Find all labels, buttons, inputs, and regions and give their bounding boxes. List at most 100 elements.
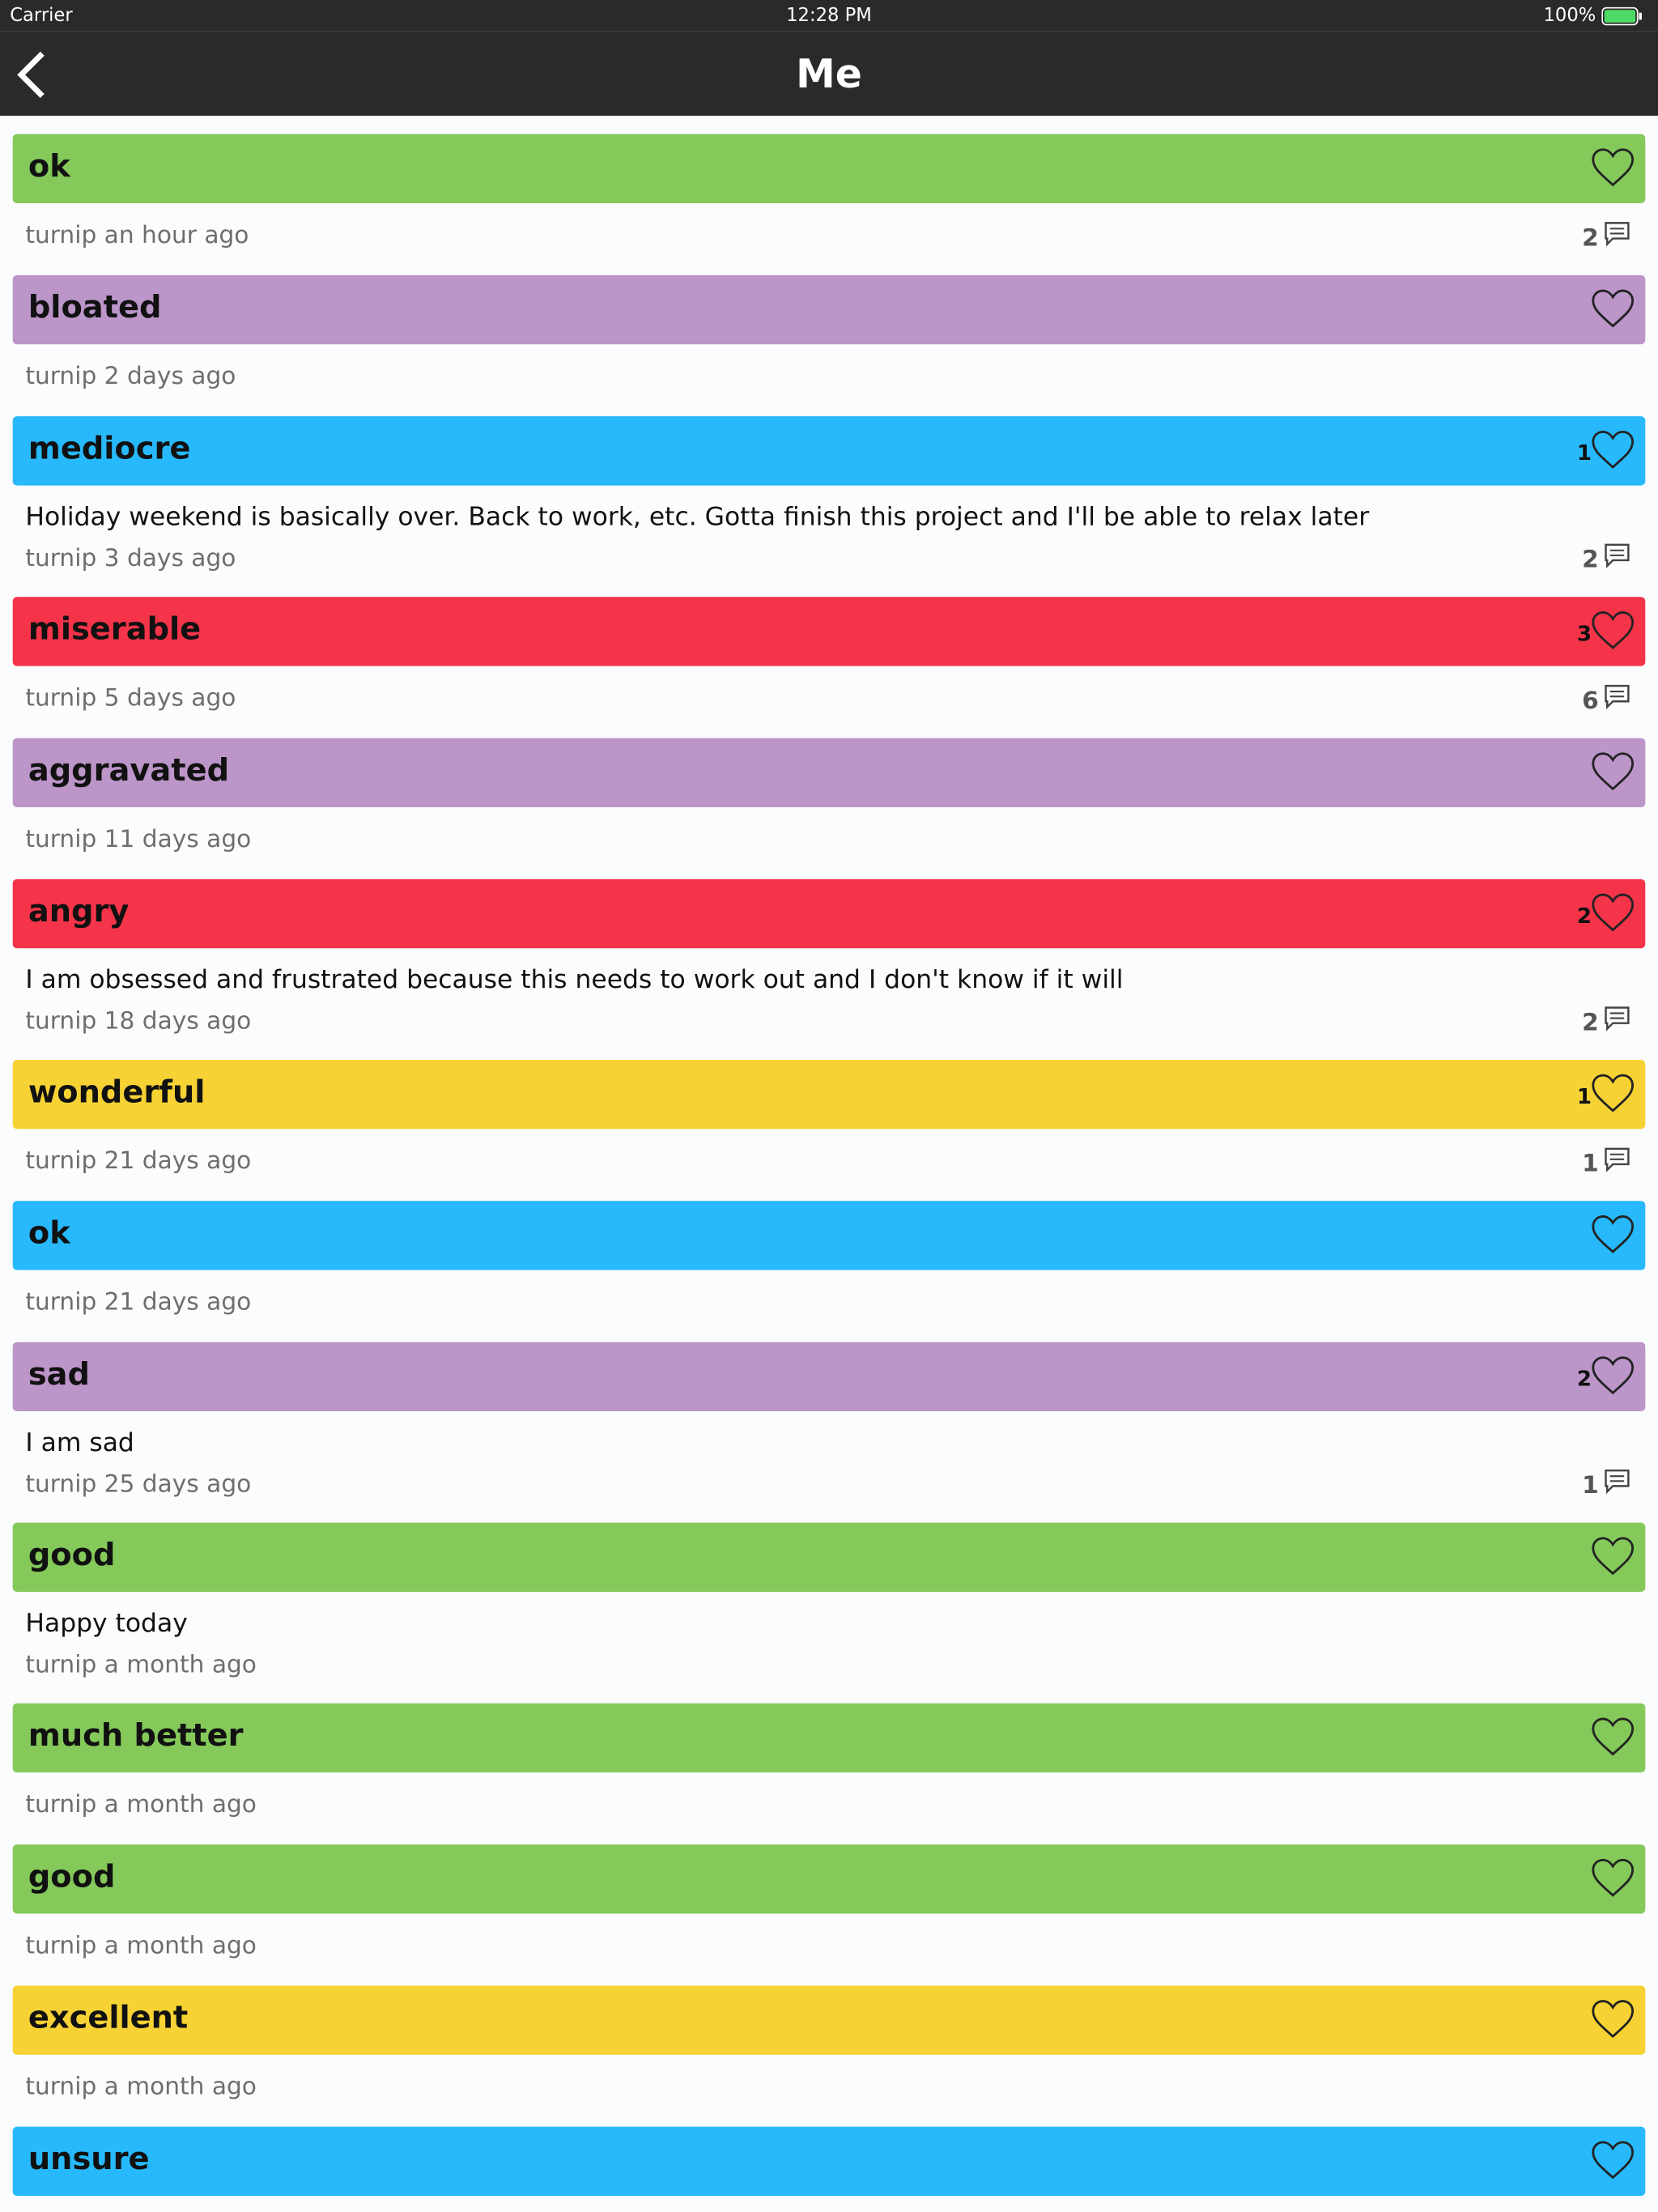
entry: sad 2 I am sad turnip 25 days ago 1 [0, 1342, 1658, 1523]
timestamp: 18 days ago [104, 1007, 252, 1036]
like-button[interactable] [1592, 1356, 1635, 1402]
username[interactable]: turnip [25, 684, 97, 713]
mood-label: unsure [28, 2142, 150, 2178]
comment-icon [1605, 1006, 1630, 1032]
like-button[interactable] [1592, 893, 1635, 938]
username[interactable]: turnip [25, 1651, 97, 1680]
carrier: Carrier [10, 5, 73, 28]
username[interactable]: turnip [25, 362, 97, 391]
mood-bar[interactable]: mediocre 1 [12, 416, 1646, 486]
heart-icon [1592, 611, 1635, 649]
battery-level: 100% [1543, 5, 1596, 28]
username[interactable]: turnip [25, 825, 97, 854]
like-button[interactable] [1592, 1537, 1635, 1582]
entry: wonderful 1 turnip 21 days ago 1 [0, 1059, 1658, 1201]
heart-icon [1592, 430, 1635, 469]
mood-bar[interactable]: angry 2 [12, 878, 1646, 949]
entry-meta: turnip a month ago [25, 1932, 257, 1960]
nav-bar: Me [0, 31, 1658, 116]
mood-bar[interactable]: good [12, 1522, 1646, 1593]
username[interactable]: turnip [25, 2073, 97, 2102]
comment-icon-wrap [1603, 1469, 1631, 1501]
comment-count: 1 [1582, 1149, 1599, 1178]
mood-label: good [28, 1538, 116, 1574]
comment-count: 2 [1582, 1008, 1599, 1037]
like-button[interactable] [1592, 430, 1635, 476]
like-button[interactable] [1592, 289, 1635, 334]
like-button[interactable] [1592, 611, 1635, 657]
timestamp: 3 days ago [104, 544, 236, 573]
comment-button[interactable]: 2 [1582, 222, 1631, 254]
mood-label: aggravated [28, 753, 230, 789]
mood-bar[interactable]: miserable 3 [12, 597, 1646, 666]
like-button[interactable] [1592, 2141, 1635, 2186]
entry: mediocre 1 Holiday weekend is basically ov… [0, 416, 1658, 597]
mood-bar[interactable]: excellent [12, 1985, 1646, 2055]
like-button[interactable] [1592, 148, 1635, 194]
like-count: 2 [1576, 903, 1592, 929]
like-button[interactable] [1592, 1074, 1635, 1119]
mood-bar[interactable]: bloated [12, 274, 1646, 345]
heart-icon [1592, 289, 1635, 328]
username[interactable]: turnip [25, 1790, 97, 1819]
timestamp: 5 days ago [104, 684, 236, 713]
entry: angry 2 I am obsessed and frustrated becau… [0, 878, 1658, 1060]
entry-meta: turnip 21 days ago [25, 1288, 251, 1317]
comment-count: 6 [1582, 686, 1599, 715]
heart-icon [1592, 1356, 1635, 1395]
like-button[interactable] [1592, 1858, 1635, 1904]
like-button[interactable] [1592, 1717, 1635, 1763]
username[interactable]: turnip [25, 1007, 97, 1036]
comment-icon-wrap [1603, 222, 1631, 254]
entry: much better turnip a month ago [0, 1703, 1658, 1844]
comment-button[interactable]: 6 [1582, 684, 1631, 717]
username[interactable]: turnip [25, 1932, 97, 1960]
like-button[interactable] [1592, 2000, 1635, 2045]
back-button[interactable] [14, 49, 48, 100]
nav-title: Me [796, 50, 862, 98]
heart-icon [1592, 148, 1635, 187]
username[interactable]: turnip [25, 1470, 97, 1499]
mood-label: much better [28, 1718, 244, 1755]
battery-icon [1601, 6, 1642, 26]
mood-bar[interactable]: wonderful 1 [12, 1059, 1646, 1129]
like-button[interactable] [1592, 752, 1635, 798]
timestamp: 25 days ago [104, 1470, 252, 1499]
mood-bar[interactable]: unsure [12, 2126, 1646, 2197]
mood-label: wonderful [28, 1075, 206, 1111]
mood-bar[interactable]: ok [12, 134, 1646, 203]
mood-bar[interactable]: good [12, 1844, 1646, 1914]
mood-bar[interactable]: much better [12, 1703, 1646, 1773]
like-count: 1 [1576, 1083, 1592, 1109]
heart-icon [1592, 893, 1635, 932]
timestamp: 21 days ago [104, 1288, 252, 1317]
mood-bar[interactable]: aggravated [12, 738, 1646, 807]
entry-meta: turnip 25 days ago [25, 1470, 251, 1499]
mood-label: ok [28, 1216, 70, 1253]
mood-label: excellent [28, 2001, 189, 2037]
comment-button[interactable]: 2 [1582, 1006, 1631, 1039]
comment-icon [1605, 684, 1630, 710]
mood-label: bloated [28, 291, 162, 326]
comment-button[interactable]: 2 [1582, 543, 1631, 576]
clock: 12:28 PM [786, 5, 872, 28]
like-count: 3 [1576, 620, 1592, 647]
comment-button[interactable]: 1 [1582, 1469, 1631, 1501]
timestamp: 11 days ago [104, 825, 252, 854]
mood-bar[interactable]: sad 2 [12, 1342, 1646, 1411]
battery: 100% [1544, 6, 1644, 27]
note-text: Holiday weekend is basically over. Back … [25, 502, 1370, 533]
entry-meta: turnip 5 days ago [25, 684, 236, 713]
note-text: I am obsessed and frustrated because thi… [25, 965, 1124, 995]
username[interactable]: turnip [25, 1147, 97, 1176]
mood-bar[interactable]: ok [12, 1201, 1646, 1270]
mood-label: miserable [28, 612, 202, 649]
like-button[interactable] [1592, 1215, 1635, 1261]
username[interactable]: turnip [25, 544, 97, 573]
username[interactable]: turnip [25, 221, 97, 250]
entry: unsure [0, 2126, 1658, 2212]
comment-button[interactable]: 1 [1582, 1147, 1631, 1180]
username[interactable]: turnip [25, 1288, 97, 1317]
mood-label: mediocre [28, 432, 191, 467]
